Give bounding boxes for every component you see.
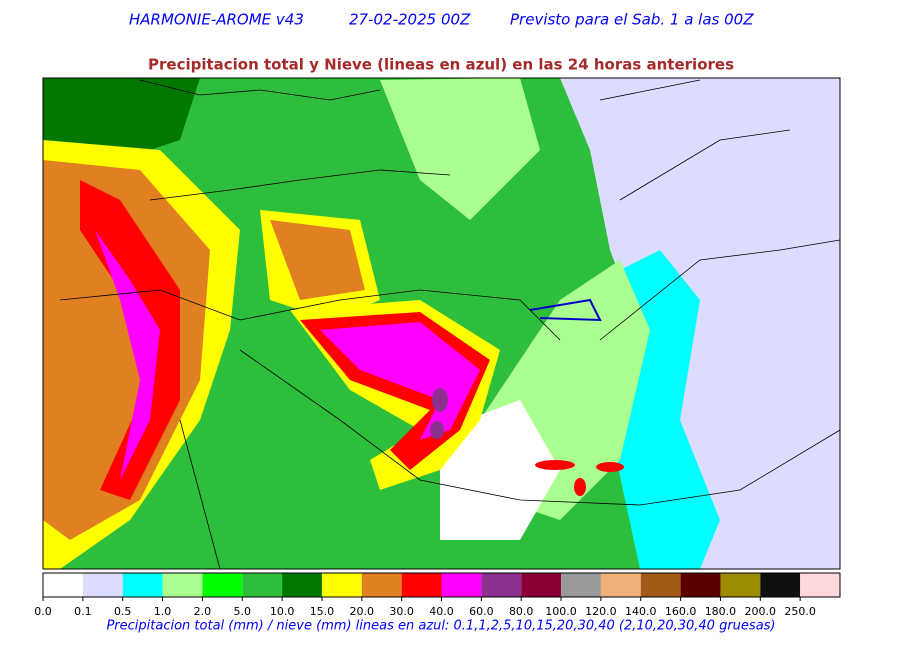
colorbar-box	[242, 573, 283, 597]
colorbar-box	[760, 573, 801, 597]
colorbar-label: 5.0	[234, 605, 252, 618]
colorbar-label: 200.0	[745, 605, 777, 618]
model-name: HARMONIE-AROME v43	[129, 11, 304, 29]
map-title: Precipitacion total y Nieve (lineas en a…	[148, 56, 734, 74]
colorbar-label: 15.0	[310, 605, 335, 618]
colorbar-label: 160.0	[665, 605, 697, 618]
colorbar-box	[202, 573, 243, 597]
colorbar-label: 1.0	[154, 605, 172, 618]
colorbar-box	[441, 573, 482, 597]
colorbar-box	[640, 573, 681, 597]
colorbar: 0.0 0.1 0.5 1.0 2.0 5.0 10.0 15.0 20.0 30.0 40.0 60…	[34, 573, 840, 618]
colorbar-box	[361, 573, 402, 597]
colorbar-label: 80.0	[509, 605, 534, 618]
colorbar-label: 2.0	[194, 605, 212, 618]
colorbar-box	[720, 573, 761, 597]
colorbar-box	[401, 573, 442, 597]
colorbar-box	[82, 573, 123, 597]
colorbar-box	[561, 573, 601, 597]
colorbar-box	[680, 573, 721, 597]
colorbar-label: 30.0	[389, 605, 414, 618]
colorbar-label: 0.0	[34, 605, 52, 618]
colorbar-label: 60.0	[469, 605, 494, 618]
colorbar-label: 40.0	[429, 605, 454, 618]
run-time: 27-02-2025 00Z	[349, 11, 471, 29]
colorbar-box	[282, 573, 322, 597]
colorbar-label: 20.0	[350, 605, 375, 618]
colorbar-label: 0.1	[74, 605, 92, 618]
precip-map	[43, 78, 840, 569]
colorbar-label: 120.0	[585, 605, 617, 618]
colorbar-label: 180.0	[705, 605, 737, 618]
colorbar-label: 140.0	[625, 605, 657, 618]
colorbar-box	[481, 573, 522, 597]
colorbar-frame	[42, 572, 841, 598]
colorbar-label: 10.0	[270, 605, 295, 618]
colorbar-label: 250.0	[784, 605, 816, 618]
map-frame	[42, 77, 841, 570]
colorbar-label: 100.0	[545, 605, 577, 618]
valid-time: Previsto para el Sab. 1 a las 00Z	[510, 11, 754, 29]
colorbar-box	[600, 573, 641, 597]
legend-caption: Precipitacion total (mm) / nieve (mm) li…	[106, 619, 775, 634]
colorbar-box	[43, 573, 83, 597]
colorbar-box	[521, 573, 562, 597]
colorbar-box	[321, 573, 362, 597]
colorbar-box	[800, 573, 840, 597]
colorbar-box	[162, 573, 203, 597]
colorbar-box	[122, 573, 163, 597]
colorbar-label: 0.5	[114, 605, 132, 618]
